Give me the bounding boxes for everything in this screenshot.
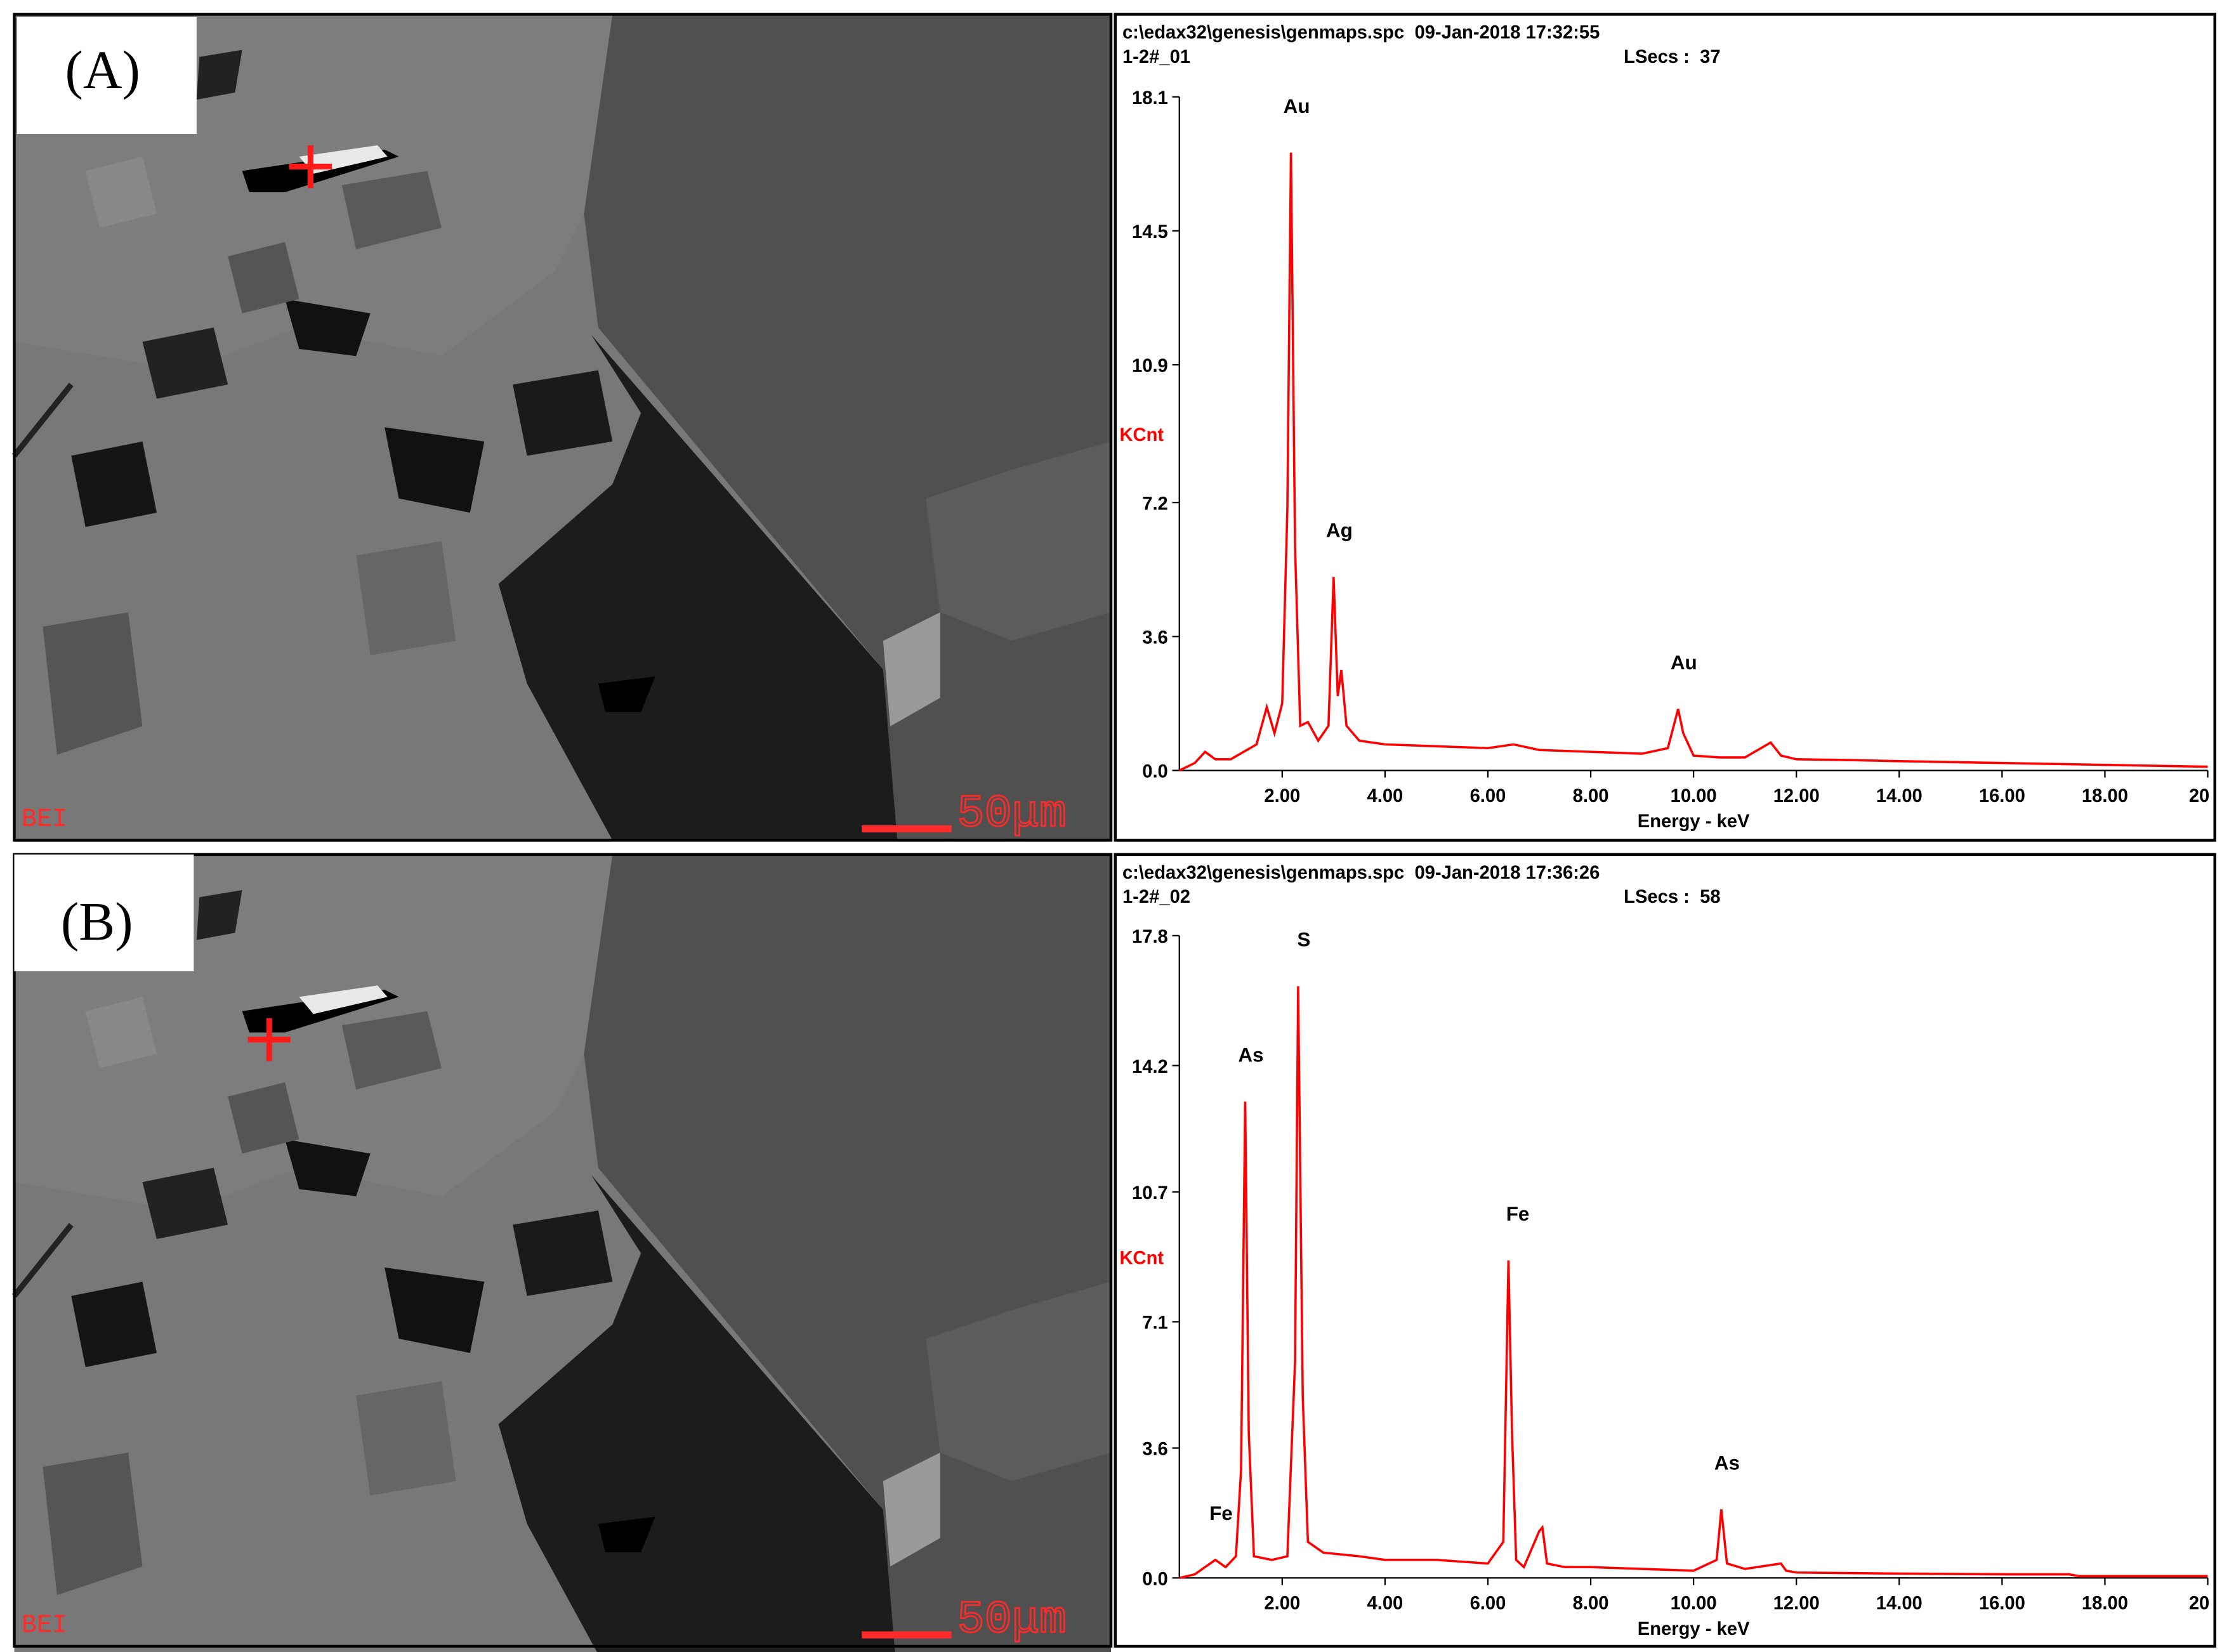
x-tick-label: 20: [2189, 1594, 2209, 1614]
x-tick-label: 18.00: [2082, 1594, 2128, 1614]
file-header: c:\edax32\genesis\genmaps.spc 09-Jan-201…: [1122, 863, 1600, 883]
x-tick-label: 2.00: [1264, 786, 1300, 806]
scale-label: 50μm: [957, 788, 1067, 840]
x-tick-label: 10.00: [1671, 1594, 1717, 1614]
y-tick-label: 10.9: [1132, 356, 1168, 376]
peak-label: Ag: [1326, 520, 1353, 542]
x-tick-label: 6.00: [1470, 1594, 1506, 1614]
x-tick-label: 20: [2189, 786, 2209, 806]
panel-label: (B): [61, 893, 133, 952]
image-frame: [13, 13, 1113, 842]
spectrum-line: [1179, 986, 2208, 1580]
x-tick-label: 16.00: [1979, 1594, 2025, 1614]
x-tick-label: 4.00: [1367, 1594, 1404, 1614]
scale-label: 50μm: [957, 1594, 1067, 1646]
y-tick-label: 17.8: [1132, 927, 1168, 947]
y-tick-label: 10.7: [1132, 1183, 1168, 1203]
y-tick-label: 0.0: [1142, 1569, 1168, 1589]
detector-label: BEI: [22, 805, 68, 834]
live-seconds: LSecs : 58: [1624, 887, 1720, 907]
y-tick-label: 3.6: [1142, 1439, 1168, 1460]
panel-label: (A): [65, 41, 140, 100]
x-tick-label: 16.00: [1979, 786, 2025, 806]
x-tick-label: 14.00: [1876, 786, 1923, 806]
crosshair: [289, 145, 332, 188]
y-tick-label: 7.2: [1142, 494, 1168, 514]
peak-label: As: [1714, 1452, 1740, 1474]
x-axis-label: Energy - keV: [1638, 811, 1750, 832]
sem-image: [14, 14, 1111, 840]
x-tick-label: 12.00: [1773, 786, 1820, 806]
x-tick-label: 6.00: [1470, 786, 1506, 806]
x-tick-label: 8.00: [1573, 786, 1609, 806]
spectrum-frame: [1114, 13, 2216, 842]
peak-label: Au: [1671, 652, 1697, 674]
peak-label: S: [1297, 929, 1310, 951]
label-box: [16, 16, 197, 134]
y-axis-label: KCnt: [1119, 1248, 1164, 1268]
spectrum-line: [1178, 152, 2208, 772]
x-tick-label: 12.00: [1773, 1594, 1820, 1614]
x-axis-label: Energy - keV: [1638, 1619, 1750, 1639]
y-tick-label: 7.1: [1142, 1313, 1168, 1334]
y-tick-label: 0.0: [1142, 762, 1168, 782]
peak-label: Fe: [1506, 1203, 1530, 1225]
label-box: [14, 854, 194, 971]
x-tick-label: 2.00: [1264, 1594, 1300, 1614]
file-header: c:\edax32\genesis\genmaps.spc 09-Jan-201…: [1122, 23, 1600, 43]
spectrum-id: 1-2#_02: [1122, 887, 1190, 907]
y-tick-label: 14.2: [1132, 1057, 1168, 1077]
x-tick-label: 8.00: [1573, 1594, 1609, 1614]
x-tick-label: 4.00: [1367, 786, 1404, 806]
image-frame: [13, 853, 1113, 1648]
x-tick-label: 18.00: [2082, 786, 2128, 806]
sem-image: [14, 855, 1111, 1652]
crosshair: [247, 1018, 291, 1061]
spectrum-id: 1-2#_01: [1122, 47, 1190, 67]
live-seconds: LSecs : 37: [1624, 47, 1720, 67]
detector-label: BEI: [22, 1611, 68, 1641]
y-tick-label: 3.6: [1142, 627, 1168, 648]
y-axis-label: KCnt: [1119, 425, 1164, 445]
x-tick-label: 14.00: [1876, 1594, 1923, 1614]
peak-label: As: [1238, 1044, 1263, 1066]
x-tick-label: 10.00: [1671, 786, 1717, 806]
y-tick-label: 14.5: [1132, 222, 1168, 242]
peak-label: Fe: [1209, 1502, 1233, 1524]
spectrum-frame: [1114, 853, 2216, 1648]
y-tick-label: 18.1: [1132, 88, 1168, 108]
peak-label: Au: [1284, 95, 1310, 117]
